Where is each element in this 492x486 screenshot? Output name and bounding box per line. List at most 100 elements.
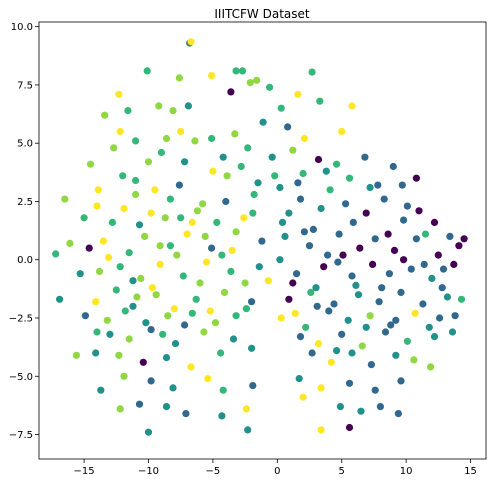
data-point xyxy=(139,358,147,366)
data-point xyxy=(294,90,302,98)
data-point xyxy=(403,337,411,345)
data-point xyxy=(389,162,397,171)
data-point xyxy=(162,354,171,362)
data-point xyxy=(108,218,116,226)
data-point xyxy=(124,107,132,115)
data-point xyxy=(339,251,347,259)
data-point xyxy=(219,386,227,394)
data-point xyxy=(208,134,216,143)
data-point xyxy=(202,258,211,266)
data-point xyxy=(289,279,297,287)
data-point xyxy=(342,200,350,208)
data-point xyxy=(381,328,390,336)
data-point xyxy=(255,263,263,271)
data-point xyxy=(151,186,159,194)
points-layer xyxy=(52,38,468,436)
data-point xyxy=(169,107,177,115)
data-point xyxy=(308,349,316,357)
data-point xyxy=(277,104,285,112)
data-point xyxy=(159,330,167,338)
data-point xyxy=(322,167,330,175)
data-point xyxy=(92,298,100,306)
data-point xyxy=(119,172,127,180)
data-point xyxy=(52,250,60,258)
x-tick-label: −5 xyxy=(206,466,221,477)
data-point xyxy=(345,379,354,387)
data-point xyxy=(305,242,314,250)
data-point xyxy=(171,340,180,348)
data-point xyxy=(242,305,250,313)
data-point xyxy=(333,160,341,168)
data-point xyxy=(253,76,261,84)
data-point xyxy=(430,333,439,341)
data-point xyxy=(175,181,183,189)
data-point xyxy=(166,195,174,203)
data-point xyxy=(354,291,363,299)
data-point xyxy=(206,307,214,315)
data-point xyxy=(231,130,239,138)
data-point xyxy=(438,284,446,292)
data-point xyxy=(228,246,236,254)
data-point xyxy=(137,274,145,282)
data-point xyxy=(439,265,448,273)
data-point xyxy=(294,179,302,187)
y-tick-label: −2.5 xyxy=(9,313,33,324)
data-point xyxy=(157,148,165,157)
data-point xyxy=(249,209,257,217)
data-point xyxy=(169,384,177,392)
data-point xyxy=(375,298,383,306)
data-point xyxy=(457,295,466,303)
data-point xyxy=(162,134,171,143)
data-point xyxy=(241,279,249,287)
data-point xyxy=(268,153,276,161)
data-point xyxy=(142,319,150,327)
data-point xyxy=(240,214,248,222)
data-point xyxy=(162,403,171,411)
data-point xyxy=(448,328,457,336)
data-point xyxy=(300,228,308,236)
data-point xyxy=(220,288,229,296)
data-point xyxy=(299,393,307,401)
data-point xyxy=(188,218,196,226)
data-point xyxy=(175,74,183,82)
data-point xyxy=(80,214,88,222)
data-point xyxy=(349,218,357,226)
data-point xyxy=(378,284,386,292)
data-point xyxy=(455,242,463,250)
data-point xyxy=(385,270,393,278)
data-point xyxy=(333,347,341,355)
data-point xyxy=(284,123,292,131)
data-point xyxy=(213,218,221,226)
data-point xyxy=(244,426,252,434)
data-point xyxy=(244,144,252,152)
data-point xyxy=(133,293,141,301)
data-point xyxy=(248,344,256,352)
data-point xyxy=(86,160,95,168)
data-point xyxy=(258,237,266,245)
data-point xyxy=(380,195,388,203)
data-point xyxy=(335,230,343,238)
data-point xyxy=(94,186,102,194)
data-point xyxy=(334,258,342,266)
data-point xyxy=(143,67,151,75)
data-point xyxy=(191,137,199,145)
data-point xyxy=(428,274,436,282)
data-point xyxy=(421,230,430,238)
data-point xyxy=(218,251,226,259)
data-point xyxy=(296,333,305,341)
data-point xyxy=(103,316,111,324)
data-point xyxy=(249,382,257,390)
data-point xyxy=(179,272,187,280)
data-point xyxy=(314,155,323,164)
data-point xyxy=(115,90,123,98)
data-point xyxy=(276,183,284,192)
data-point xyxy=(312,284,320,292)
data-point xyxy=(170,305,178,313)
data-point xyxy=(338,330,346,338)
data-point xyxy=(309,225,317,233)
data-point xyxy=(85,244,93,252)
data-point xyxy=(336,403,344,411)
data-point xyxy=(451,312,459,320)
data-point xyxy=(362,209,370,217)
